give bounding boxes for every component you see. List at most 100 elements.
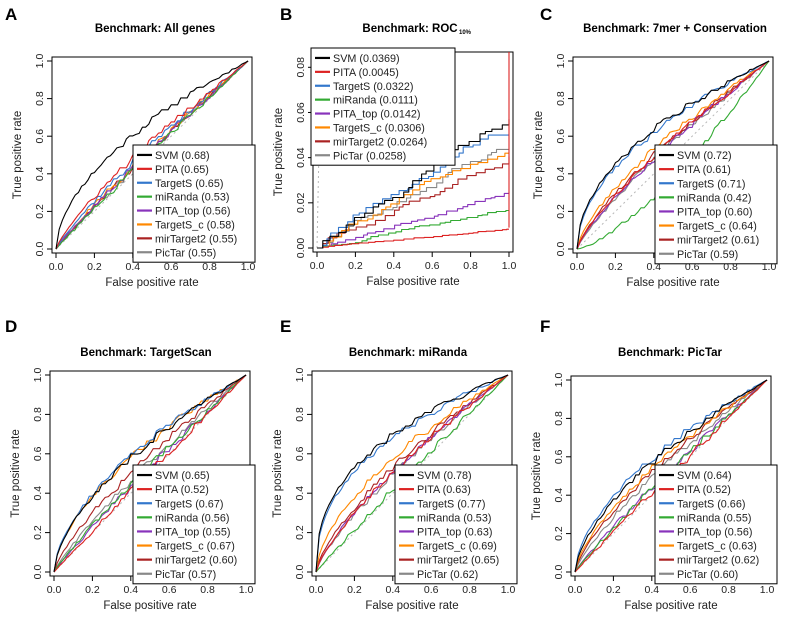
chart-panel-a: A Benchmark: All genes 0.0 0.2 0.4 0.6 0.8 1.0 0… xyxy=(5,5,256,289)
legend-entry: TargetS_c (0.67) xyxy=(155,541,235,553)
legend-box xyxy=(132,144,256,263)
x-tick-label: 0.4 xyxy=(385,584,400,596)
y-tick-label: 0.8 xyxy=(34,91,46,106)
curves-group xyxy=(317,52,510,249)
roc-curve-pita-top xyxy=(317,191,510,249)
legend-entry: PITA (0.52) xyxy=(155,484,209,496)
y-tick-label: 0.4 xyxy=(294,486,306,501)
x-tick-label: 0.4 xyxy=(386,260,401,272)
legend-entry: miRanda (0.53) xyxy=(155,192,229,204)
legend-entry: TargetS_c (0.0306) xyxy=(333,122,425,134)
legend-entry: PicTar (0.55) xyxy=(155,247,216,259)
legend-box xyxy=(654,464,778,585)
y-tick-label: 0.0 xyxy=(34,242,46,257)
y-axis-title: True positive rate xyxy=(10,429,22,517)
x-tick-label: 0.4 xyxy=(644,584,659,596)
y-tick-label: 0.8 xyxy=(553,411,565,426)
legend-entry: SVM (0.64) xyxy=(677,470,732,482)
roc-curve-svm xyxy=(315,374,509,573)
x-tick-label: 0.4 xyxy=(125,261,140,273)
legend-entry: PicTar (0.0258) xyxy=(333,150,406,162)
x-tick-label: 0.0 xyxy=(49,261,64,273)
roc-curve-pictar xyxy=(574,379,768,573)
legend-entry: PITA (0.61) xyxy=(677,164,731,176)
x-tick-label: 0.2 xyxy=(85,584,100,596)
roc-curve-targets xyxy=(315,374,509,573)
legend-entry: miRanda (0.53) xyxy=(417,512,491,524)
legend-entry: PicTar (0.57) xyxy=(155,569,216,581)
chart-panel-e: E Benchmark: miRanda 0.0 0.2 0.4 0.6 0.8 1.0 0.0… xyxy=(272,317,518,612)
x-tick-label: 0.6 xyxy=(425,260,440,272)
x-axis-title: False positive rate xyxy=(365,600,458,612)
x-axis-title: False positive rate xyxy=(624,600,717,612)
x-tick-label: 0.0 xyxy=(570,261,585,273)
y-tick-label: 1.0 xyxy=(32,368,44,383)
panel-title: Benchmark: TargetScan xyxy=(80,347,211,359)
panel-letter: B xyxy=(280,5,292,24)
panel-letter: F xyxy=(540,317,550,336)
legend-entry: mirTarget2 (0.62) xyxy=(677,555,759,567)
panel-letter: E xyxy=(280,317,291,336)
roc-curve-mirtarget2 xyxy=(574,379,768,573)
y-tick-label: 0.6 xyxy=(32,446,44,461)
x-tick-label: 1.0 xyxy=(760,584,775,596)
y-tick-label: 1.0 xyxy=(553,373,565,388)
roc-curve-pita xyxy=(317,228,509,249)
legend-entry: PicTar (0.62) xyxy=(417,569,478,581)
x-tick-label: 0.4 xyxy=(123,584,138,596)
y-axis-title: True positive rate xyxy=(12,111,24,199)
x-tick-label: 0.2 xyxy=(606,584,621,596)
y-tick-label: 0.6 xyxy=(294,446,306,461)
legend-entry: PITA_top (0.60) xyxy=(677,206,752,218)
x-axis-title: False positive rate xyxy=(626,277,719,289)
legend-entry: mirTarget2 (0.65) xyxy=(417,555,499,567)
legend-entry: PITA_top (0.63) xyxy=(417,526,492,538)
legend-entry: SVM (0.72) xyxy=(677,150,732,162)
legend-entry: mirTarget2 (0.0264) xyxy=(333,136,427,148)
y-tick-label: 0.8 xyxy=(294,407,306,422)
legend-entry: PicTar (0.60) xyxy=(677,569,738,581)
x-axis-title: False positive rate xyxy=(366,276,459,288)
roc-curve-pita xyxy=(55,60,249,250)
legend-entry: SVM (0.68) xyxy=(155,150,210,162)
y-tick-label: 0.2 xyxy=(553,526,565,541)
x-axis-title: False positive rate xyxy=(105,277,198,289)
legend-entry: PITA_top (0.56) xyxy=(677,526,752,538)
legend-entry: PITA_top (0.0142) xyxy=(333,109,420,121)
x-tick-label: 0.0 xyxy=(47,584,62,596)
legend-box xyxy=(394,464,518,585)
legend-entry: TargetS_c (0.64) xyxy=(677,221,757,233)
roc-curve-targets-c xyxy=(576,60,770,250)
x-tick-label: 0.8 xyxy=(463,260,478,272)
panel-letter: A xyxy=(5,5,17,24)
roc-curve-targets-c xyxy=(315,374,509,573)
y-tick-label: 1.0 xyxy=(555,54,567,69)
legend-entry: mirTarget2 (0.55) xyxy=(155,233,237,245)
roc-curve-svm xyxy=(55,60,249,250)
roc-curve-svm xyxy=(574,379,768,573)
roc-curve-mirtarget2 xyxy=(317,156,510,249)
chart-panel-d: D Benchmark: TargetScan 0.0 0.2 0.4 0.6 0.8 1.0… xyxy=(5,317,256,612)
x-tick-label: 1.0 xyxy=(241,261,256,273)
roc-curve-targets xyxy=(317,134,509,249)
roc-curve-svm xyxy=(53,374,247,573)
legend-entry: PITA (0.63) xyxy=(417,484,471,496)
y-tick-label: 0.2 xyxy=(32,525,44,540)
curves-group xyxy=(576,60,770,250)
roc-curve-mirtarget2 xyxy=(315,374,509,573)
panel-letter: C xyxy=(540,5,552,24)
x-tick-label: 0.0 xyxy=(310,260,325,272)
y-tick-label: 1.0 xyxy=(294,368,306,383)
chart-panel-f: F Benchmark: PicTar 0.0 0.2 0.4 0.6 0.8 1.0 0.0 0… xyxy=(531,317,778,612)
y-tick-label: 0.08 xyxy=(295,57,307,78)
legend-box xyxy=(132,464,256,585)
x-tick-label: 0.8 xyxy=(200,584,215,596)
x-tick-label: 0.6 xyxy=(162,584,177,596)
roc-curve-pita xyxy=(576,60,770,250)
y-axis-title: True positive rate xyxy=(272,429,284,517)
x-tick-label: 0.6 xyxy=(683,584,698,596)
panel-title: Benchmark: 7mer + Conservation xyxy=(583,23,767,35)
legend-entry: mirTarget2 (0.60) xyxy=(155,555,237,567)
legend-entry: PicTar (0.59) xyxy=(677,249,738,261)
y-tick-label: 0.2 xyxy=(294,525,306,540)
